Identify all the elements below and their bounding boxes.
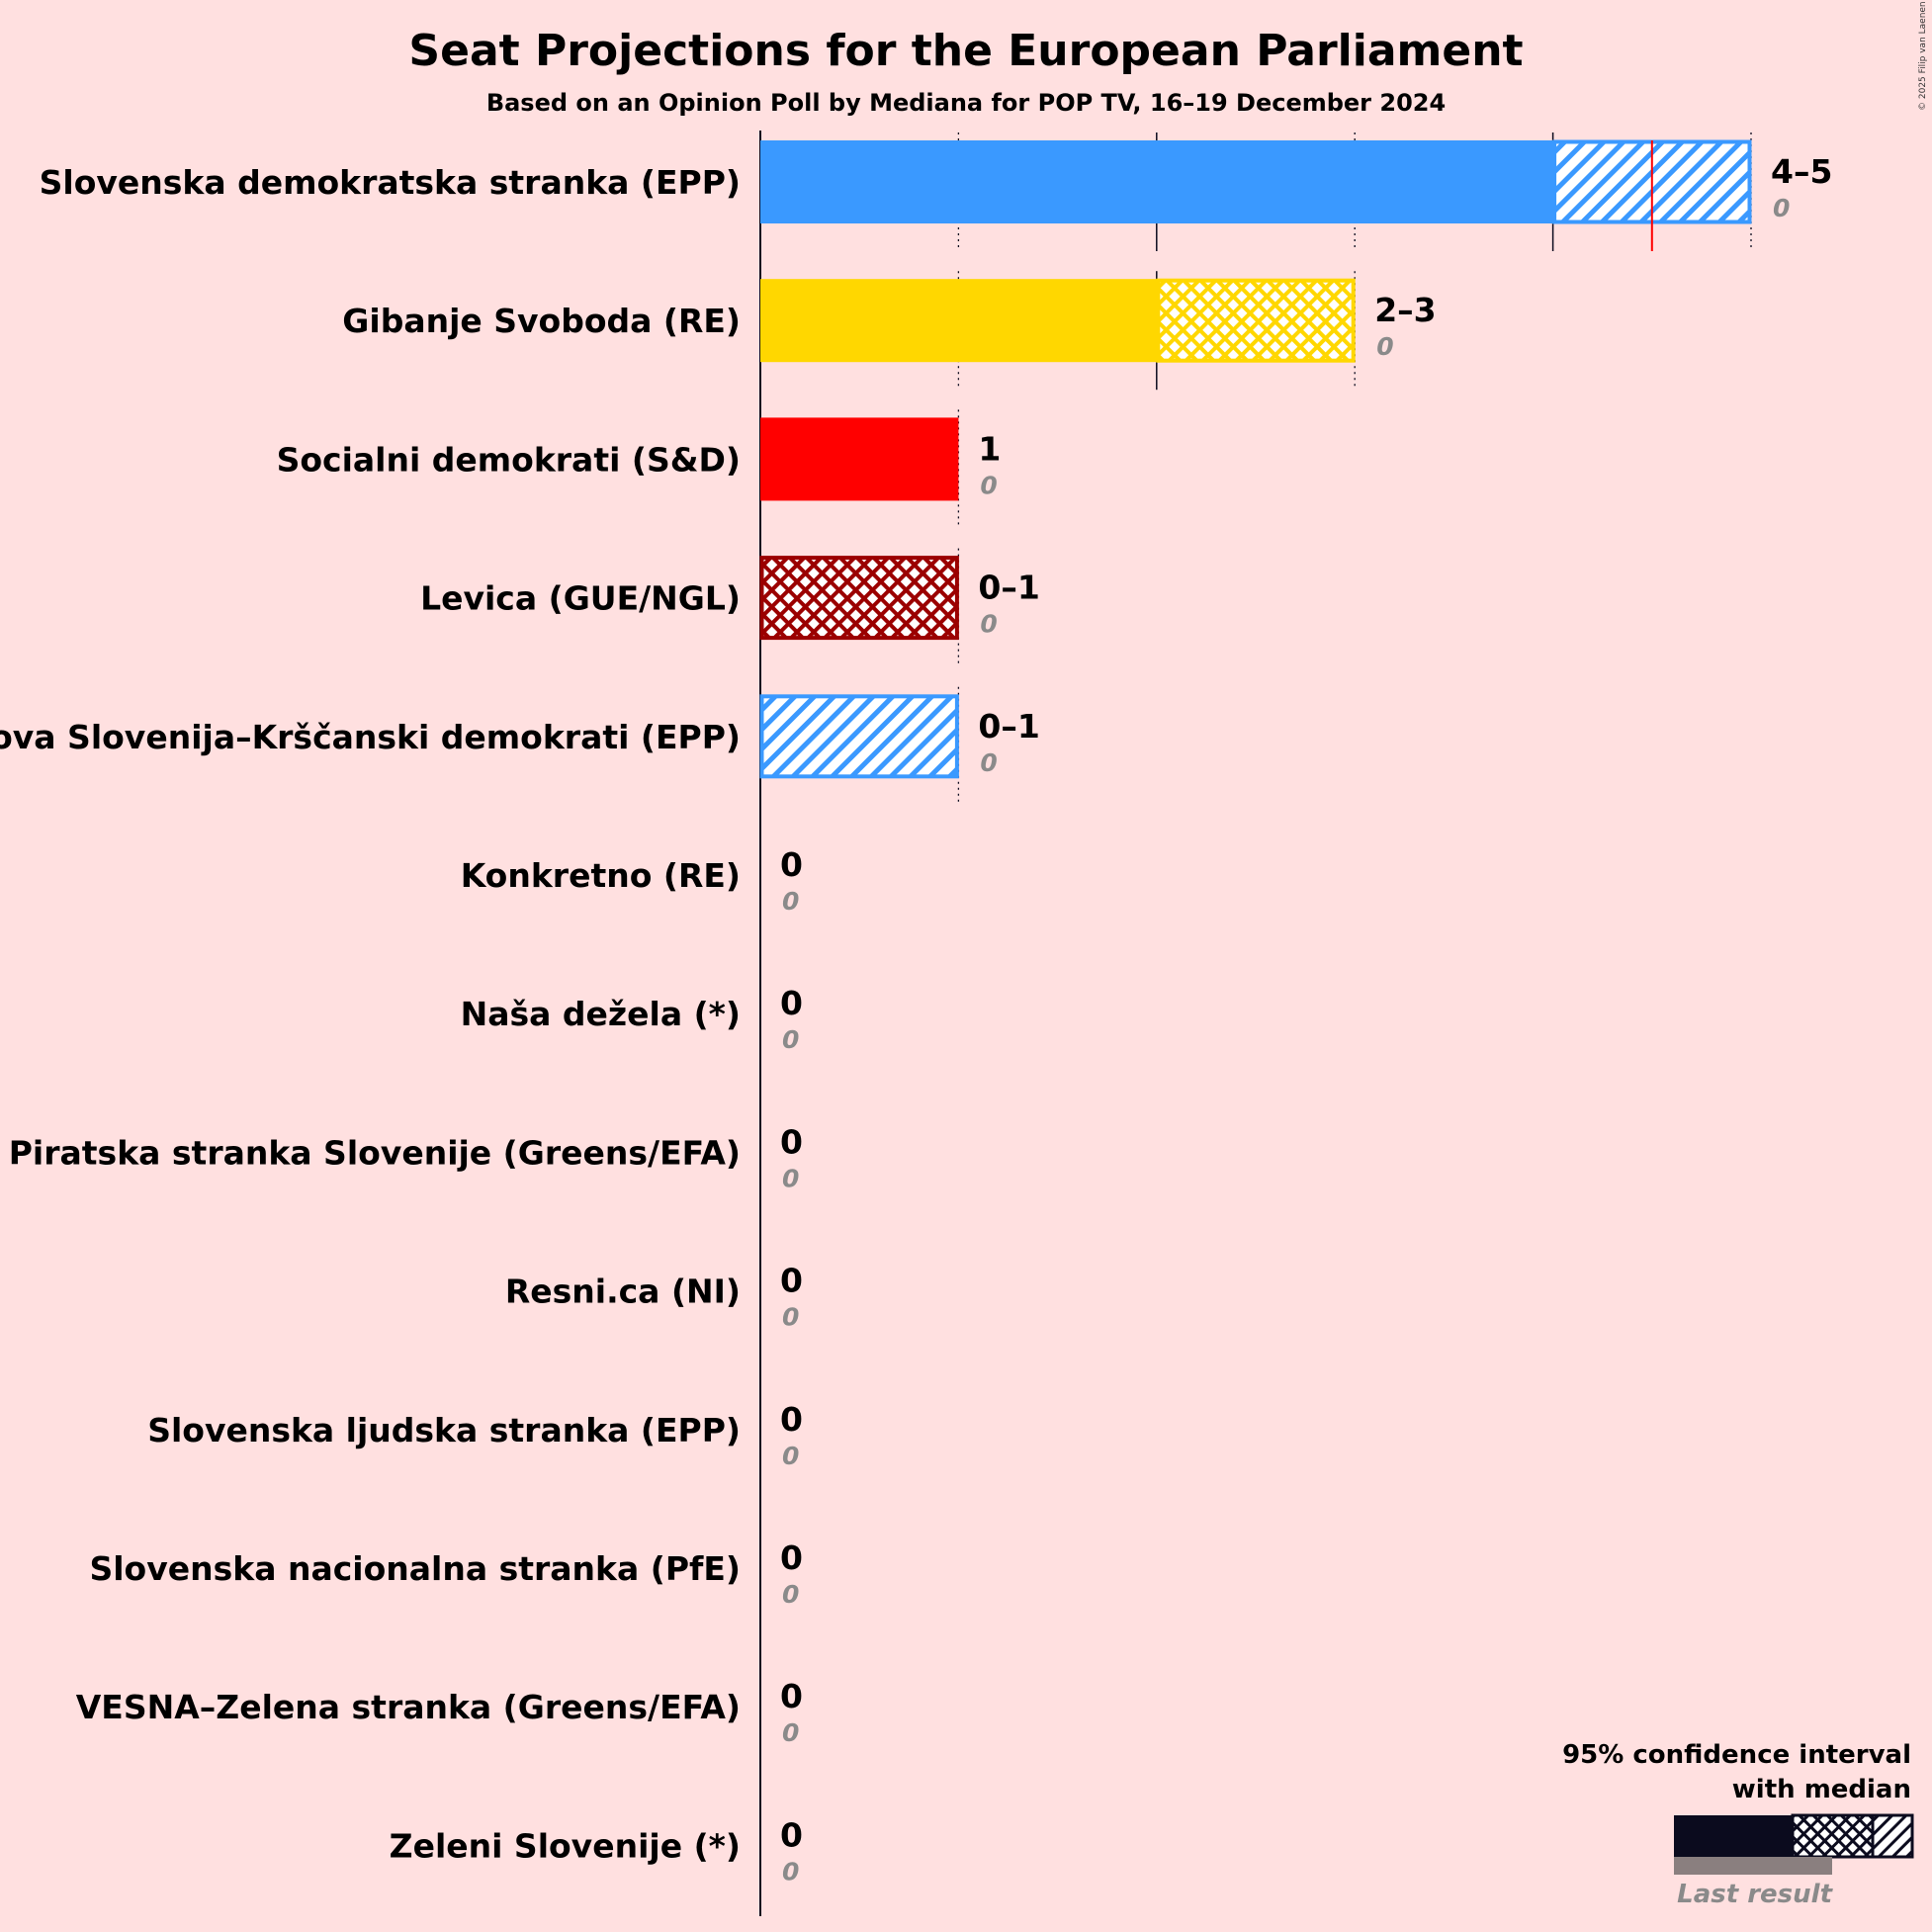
seat-range-label: 0 — [780, 845, 803, 884]
seat-range-label: 0 — [780, 1400, 803, 1439]
last-result-label: 0 — [1773, 194, 1790, 222]
seat-range-label: 0 — [780, 984, 803, 1022]
bar-confidence-interval — [1156, 278, 1356, 363]
legend-hatch-swatch — [1871, 1813, 1914, 1859]
last-result-label: 0 — [1376, 332, 1393, 361]
legend-solid-swatch — [1674, 1815, 1793, 1857]
last-result-label: 0 — [782, 1442, 799, 1470]
legend-line-1: 95% confidence interval — [1562, 1740, 1911, 1770]
legend-line-2: with median — [1732, 1775, 1911, 1804]
party-label: Slovenska nacionalna stranka (PfE) — [89, 1549, 741, 1588]
seat-range-label: 0 — [780, 1538, 803, 1577]
seat-range-label: 0–1 — [978, 569, 1039, 607]
bar-solid — [760, 140, 1553, 223]
bar-confidence-interval — [759, 694, 959, 779]
seat-range-label: 0–1 — [978, 707, 1039, 746]
seat-range-label: 0 — [780, 1677, 803, 1715]
bar-confidence-interval — [759, 556, 959, 641]
party-label: Gibanje Svoboda (RE) — [342, 302, 741, 340]
chart-title: Seat Projections for the European Parlia… — [408, 26, 1523, 76]
last-result-label: 0 — [782, 1580, 799, 1609]
party-label: Naša dežela (*) — [461, 995, 741, 1033]
last-result-label: 0 — [782, 1303, 799, 1332]
last-result-label: 0 — [980, 471, 997, 499]
party-label: Nova Slovenija–Krščanski demokrati (EPP) — [0, 718, 741, 756]
seat-range-label: 1 — [978, 429, 1001, 468]
copyright-notice: © 2025 Filip van Laenen — [1918, 1, 1928, 111]
bars-group — [759, 139, 1752, 779]
gridlines — [759, 131, 1752, 1916]
seat-range-label: 0 — [780, 1262, 803, 1300]
party-label: Slovenska demokratska stranka (EPP) — [40, 163, 741, 202]
seat-range-label: 0 — [780, 1122, 803, 1161]
party-label: Socialni demokrati (S&D) — [277, 440, 741, 479]
party-label: Zeleni Slovenije (*) — [390, 1826, 741, 1865]
bar-solid — [760, 417, 959, 501]
legend: 95% confidence interval with median Last… — [1562, 1740, 1914, 1909]
party-label: VESNA–Zelena stranka (Greens/EFA) — [76, 1688, 741, 1726]
legend-last-result-label: Last result — [1677, 1880, 1833, 1909]
party-label: Slovenska ljudska stranka (EPP) — [147, 1411, 741, 1449]
party-label: Levica (GUE/NGL) — [420, 579, 741, 618]
last-result-label: 0 — [782, 1857, 799, 1886]
last-result-label: 0 — [782, 1025, 799, 1054]
last-result-label: 0 — [980, 748, 997, 777]
last-result-label: 0 — [980, 610, 997, 639]
party-label: Piratska stranka Slovenije (Greens/EFA) — [9, 1133, 741, 1172]
bar-solid — [760, 279, 1157, 363]
legend-cross-swatch — [1791, 1813, 1875, 1859]
last-result-label: 0 — [782, 1718, 799, 1747]
seat-range-label: 0 — [780, 1815, 803, 1854]
party-label: Konkretno (RE) — [461, 856, 741, 895]
last-result-label: 0 — [782, 1164, 799, 1192]
legend-last-result-swatch — [1674, 1857, 1832, 1875]
seat-range-label: 2–3 — [1374, 291, 1436, 329]
labels-group: Slovenska demokratska stranka (EPP) 4–5 0 G… — [0, 152, 1832, 1886]
seat-range-label: 4–5 — [1771, 152, 1832, 191]
chart-subtitle: Based on an Opinion Poll by Mediana for … — [486, 89, 1446, 117]
last-result-label: 0 — [782, 887, 799, 916]
party-label: Resni.ca (NI) — [505, 1273, 741, 1311]
